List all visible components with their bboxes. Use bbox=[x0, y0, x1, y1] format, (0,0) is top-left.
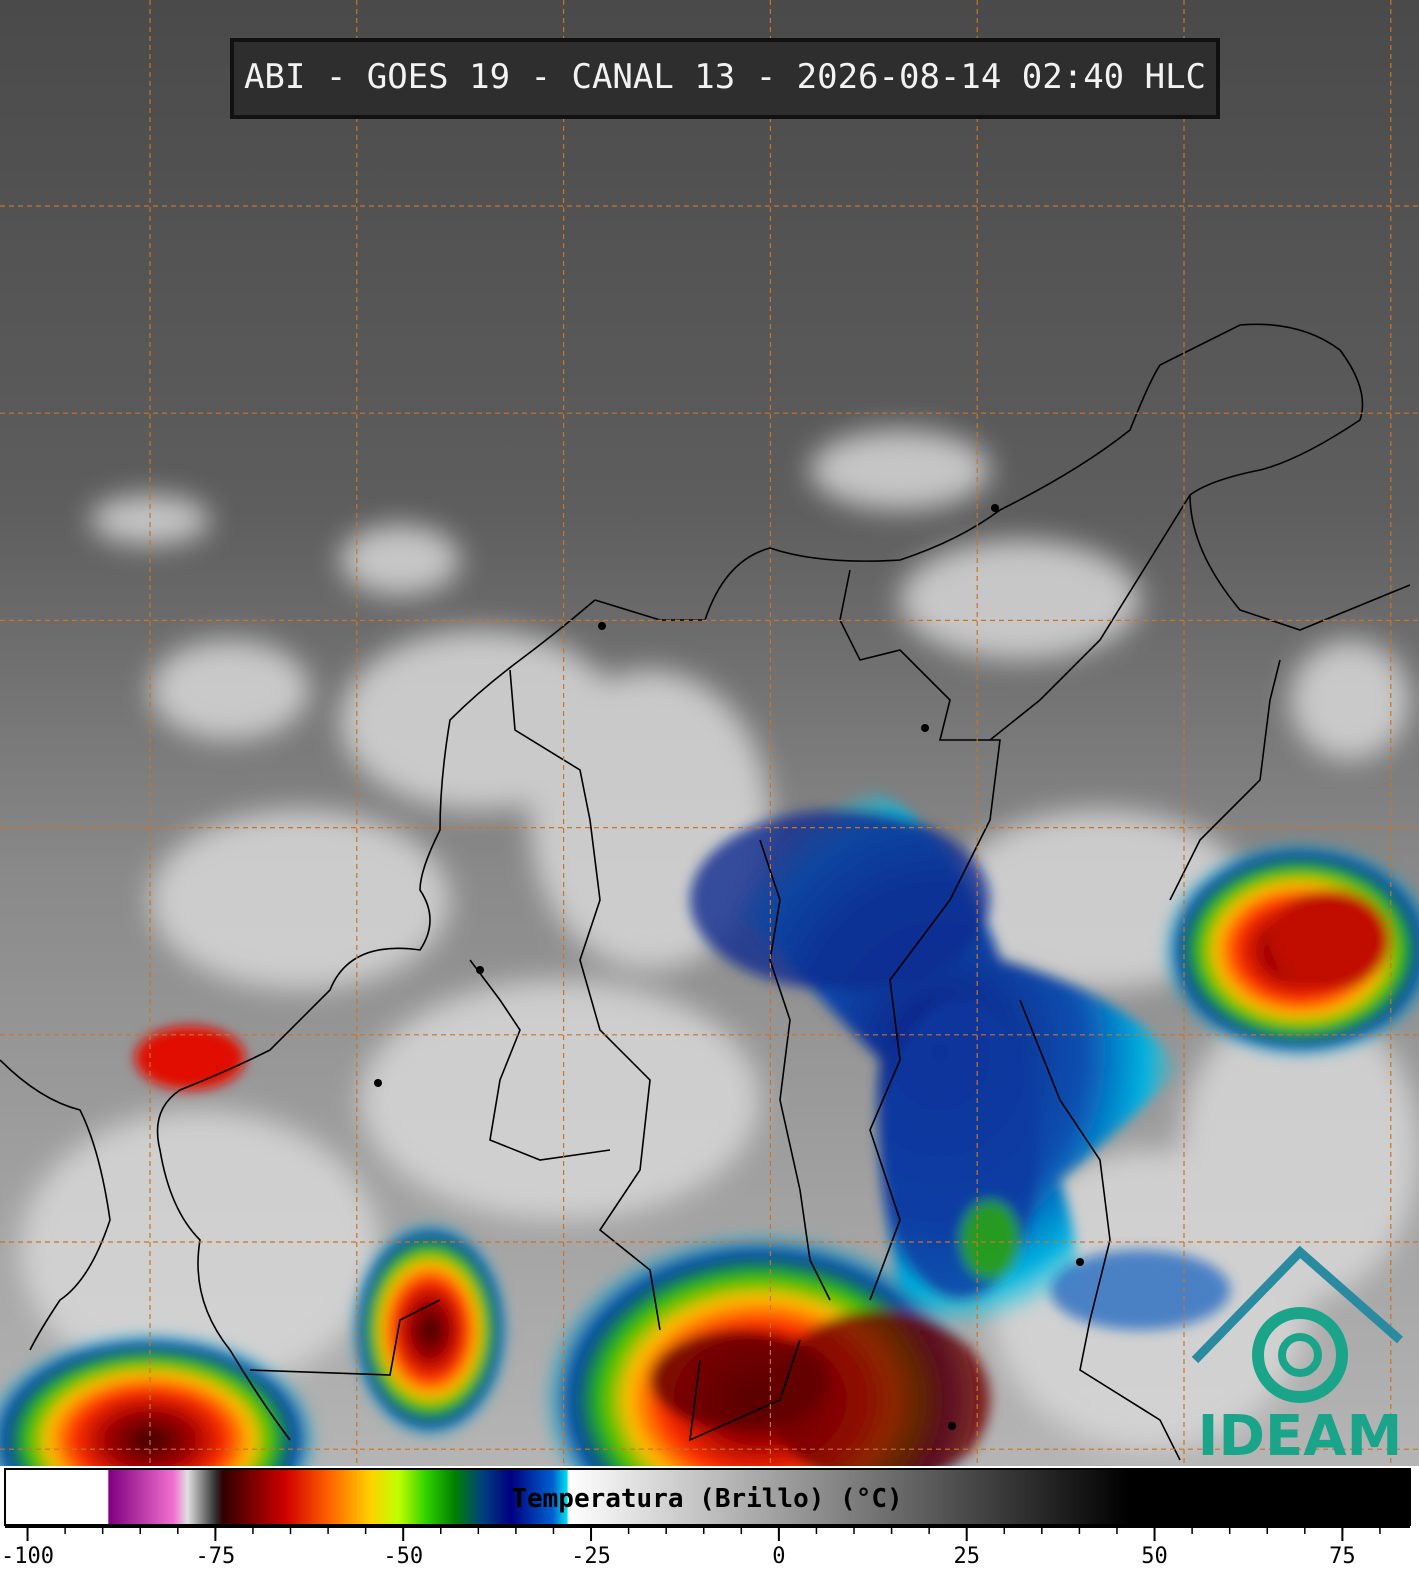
tick-label: 75 bbox=[1329, 1544, 1356, 1569]
logo-text: IDEAM bbox=[1198, 1404, 1403, 1469]
tick-label: 50 bbox=[1141, 1544, 1168, 1569]
tick-label: 0 bbox=[772, 1544, 785, 1569]
colorbar-label: Temperatura (Brillo) (°C) bbox=[511, 1484, 902, 1514]
colorbar-ticks: -100 -75 -50 -25 0 25 50 75 bbox=[1, 1527, 1381, 1569]
tick-label: -100 bbox=[1, 1544, 54, 1569]
logo: IDEAM bbox=[1191, 1245, 1403, 1469]
tick-label: -50 bbox=[383, 1544, 423, 1569]
storms bbox=[0, 775, 1419, 1570]
colorbar bbox=[4, 1468, 1411, 1526]
tick-label: 25 bbox=[953, 1544, 980, 1569]
tick-label: -75 bbox=[195, 1544, 235, 1569]
city-markers bbox=[374, 504, 1084, 1430]
title: ABI - GOES 19 - CANAL 13 - 2026-08-14 02… bbox=[244, 57, 1206, 97]
tick-label: -25 bbox=[571, 1544, 611, 1569]
graticule bbox=[0, 0, 1419, 1466]
title-box bbox=[230, 38, 1220, 119]
